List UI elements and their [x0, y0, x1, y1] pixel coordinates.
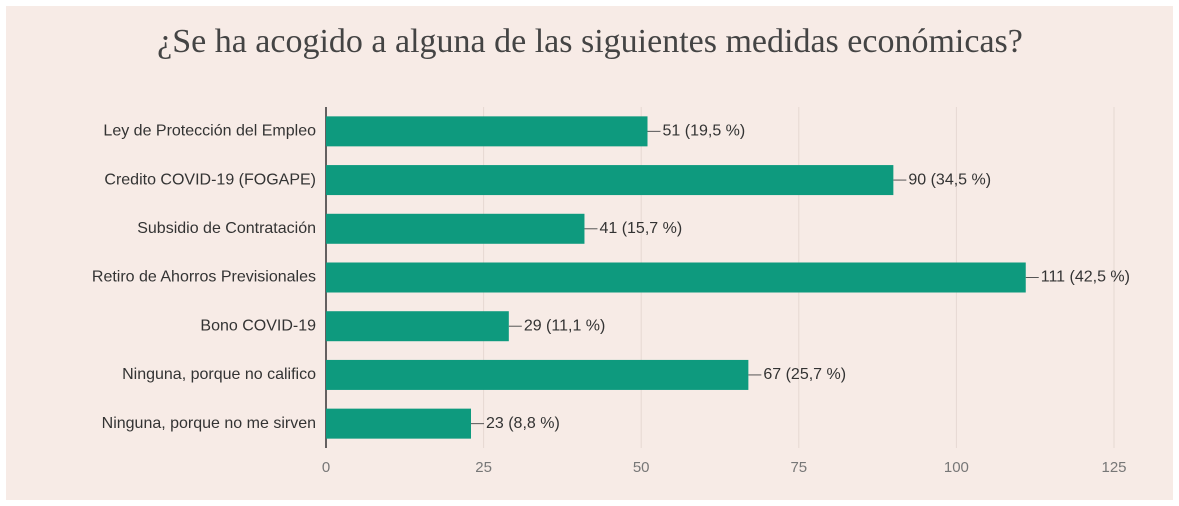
- bar: [326, 213, 585, 244]
- y-tick-label: Ley de Protección del Empleo: [103, 123, 316, 140]
- background: [6, 6, 1173, 500]
- bar: [326, 311, 509, 342]
- bar: [326, 165, 894, 196]
- data-label: 23 (8,8 %): [486, 415, 560, 432]
- x-tick-label: 75: [790, 459, 807, 476]
- y-tick-label: Credito COVID-19 (FOGAPE): [104, 171, 316, 188]
- x-tick-label: 50: [633, 459, 650, 476]
- bar: [326, 359, 749, 390]
- x-tick-label: 100: [944, 459, 969, 476]
- data-label: 111 (42,5 %): [1041, 269, 1130, 286]
- y-tick-label: Subsidio de Contratación: [137, 220, 316, 237]
- y-tick-label: Ninguna, porque no califico: [122, 366, 316, 383]
- data-label: 41 (15,7 %): [599, 220, 682, 237]
- x-tick-label: 25: [475, 459, 492, 476]
- x-tick-label: 125: [1101, 459, 1126, 476]
- y-tick-label: Ninguna, porque no me sirven: [102, 415, 316, 432]
- x-tick-label: 0: [322, 459, 330, 476]
- data-label: 29 (11,1 %): [524, 317, 606, 334]
- data-label: 51 (19,5 %): [663, 123, 746, 140]
- data-label: 90 (34,5 %): [908, 171, 991, 188]
- y-tick-label: Retiro de Ahorros Previsionales: [92, 269, 316, 286]
- bar: [326, 116, 648, 147]
- bar: [326, 262, 1026, 293]
- y-tick-label: Bono COVID-19: [200, 317, 316, 334]
- bar: [326, 408, 471, 439]
- chart-title: ¿Se ha acogido a alguna de las siguiente…: [157, 23, 1023, 60]
- data-label: 67 (25,7 %): [763, 366, 846, 383]
